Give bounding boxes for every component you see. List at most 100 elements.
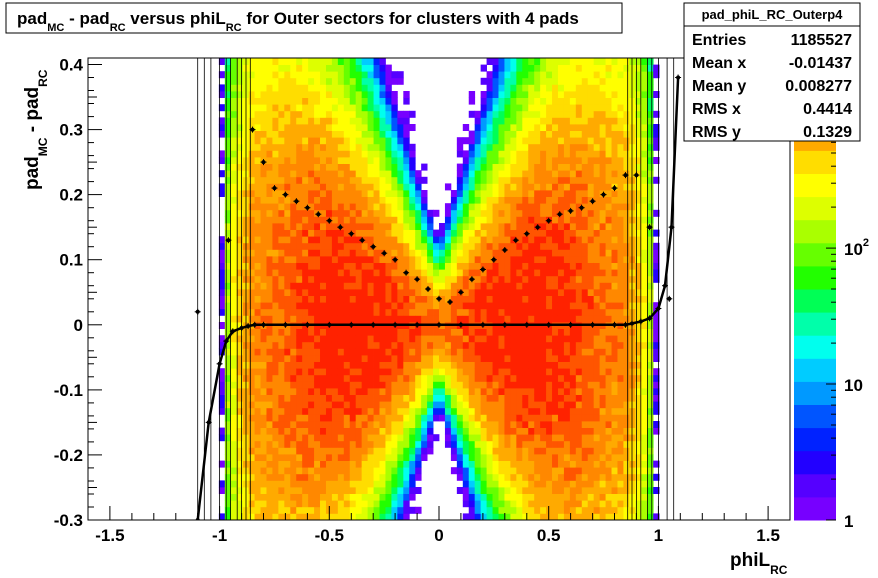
heatmap-cell — [629, 454, 636, 461]
heatmap-cell — [528, 447, 535, 455]
heatmap-cell — [409, 407, 416, 415]
heatmap-cell — [480, 368, 487, 376]
heatmap-cell — [290, 302, 297, 310]
heatmap-cell — [266, 447, 273, 455]
heatmap-cell — [534, 104, 541, 112]
heatmap-cell — [296, 124, 303, 131]
heatmap-cell — [629, 427, 636, 435]
heatmap-cell — [492, 110, 499, 118]
heatmap-cell — [218, 157, 226, 164]
heatmap-cell — [647, 143, 654, 151]
heatmap-cell — [552, 262, 559, 270]
heatmap-cell — [605, 513, 612, 520]
heatmap-cell — [272, 487, 279, 494]
heatmap-cell — [474, 163, 482, 171]
heatmap-cell — [248, 434, 255, 442]
heatmap-cell — [540, 368, 547, 376]
heatmap-cell — [575, 229, 583, 237]
heatmap-cell — [355, 84, 363, 92]
heatmap-cell — [653, 137, 660, 145]
heatmap-cell — [427, 374, 434, 382]
heatmap-cell — [492, 454, 499, 461]
heatmap-cell — [302, 315, 309, 323]
heatmap-cell — [218, 104, 226, 112]
heatmap-cell — [546, 282, 553, 290]
heatmap-cell — [433, 315, 440, 323]
heatmap-cell — [468, 414, 476, 422]
heatmap-cell — [635, 203, 642, 211]
heatmap-cell — [516, 190, 523, 197]
heatmap-cell — [314, 394, 321, 402]
heatmap-cell — [349, 473, 357, 481]
heatmap-cell — [492, 223, 499, 230]
heatmap-cell — [248, 493, 255, 501]
heatmap-cell — [587, 440, 595, 448]
heatmap-cell — [611, 110, 618, 118]
heatmap-cell — [575, 71, 583, 79]
heatmap-cell — [569, 71, 577, 79]
heatmap-cell — [284, 302, 291, 310]
heatmap-cell — [498, 104, 505, 112]
heatmap-cell — [331, 58, 339, 65]
heatmap-cell — [385, 71, 392, 79]
heatmap-cell — [320, 71, 327, 79]
heatmap-cell — [593, 374, 601, 382]
heatmap-cell — [611, 315, 618, 323]
heatmap-cell — [528, 401, 535, 409]
heatmap-cell — [605, 308, 612, 316]
heatmap-cell — [611, 275, 618, 283]
heatmap-cell — [409, 143, 416, 151]
heatmap-cell — [480, 110, 487, 118]
heatmap-cell — [450, 434, 458, 442]
heatmap-cell — [379, 130, 386, 138]
heatmap-cell — [427, 275, 434, 283]
heatmap-cell — [248, 229, 255, 237]
heatmap-cell — [409, 242, 416, 250]
heatmap-cell — [611, 170, 618, 178]
heatmap-cell — [641, 407, 648, 415]
heatmap-cell — [361, 183, 369, 191]
heatmap-cell — [581, 256, 589, 263]
heatmap-cell — [337, 493, 345, 501]
heatmap-cell — [617, 229, 624, 237]
heatmap-cell — [516, 493, 523, 501]
heatmap-cell — [569, 308, 577, 316]
heatmap-cell — [296, 500, 303, 508]
heatmap-cell — [563, 335, 571, 343]
heatmap-cell — [272, 242, 279, 250]
heatmap-cell — [320, 440, 327, 448]
heatmap-cell — [522, 256, 529, 263]
heatmap-cell — [516, 236, 523, 244]
heatmap-cell — [218, 302, 226, 310]
heatmap-cell — [605, 84, 612, 92]
heatmap-cell — [474, 203, 482, 211]
heatmap-cell — [308, 335, 315, 343]
heatmap-cell — [587, 355, 595, 362]
heatmap-cell — [528, 348, 535, 356]
heatmap-cell — [563, 388, 571, 395]
heatmap-cell — [343, 506, 351, 514]
heatmap-cell — [599, 361, 606, 369]
heatmap-cell — [575, 64, 583, 72]
heatmap-cell — [575, 447, 583, 455]
heatmap-cell — [266, 493, 273, 501]
heatmap-cell — [427, 361, 434, 369]
heatmap-cell — [528, 209, 535, 217]
heatmap-cell — [480, 348, 487, 356]
heatmap-cell — [552, 196, 559, 204]
heatmap-cell — [623, 427, 630, 435]
heatmap-cell — [409, 440, 416, 448]
heatmap-cell — [314, 229, 321, 237]
heatmap-cell — [498, 203, 505, 211]
heatmap-cell — [290, 454, 297, 461]
heatmap-cell — [236, 374, 244, 382]
heatmap-cell — [367, 440, 374, 448]
heatmap-cell — [349, 282, 357, 290]
heatmap-cell — [629, 223, 636, 230]
heatmap-cell — [248, 348, 255, 356]
heatmap-cell — [230, 229, 238, 237]
heatmap-cell — [557, 368, 565, 376]
heatmap-cell — [468, 328, 476, 336]
heatmap-cell — [605, 302, 612, 310]
heatmap-cell — [510, 487, 517, 494]
